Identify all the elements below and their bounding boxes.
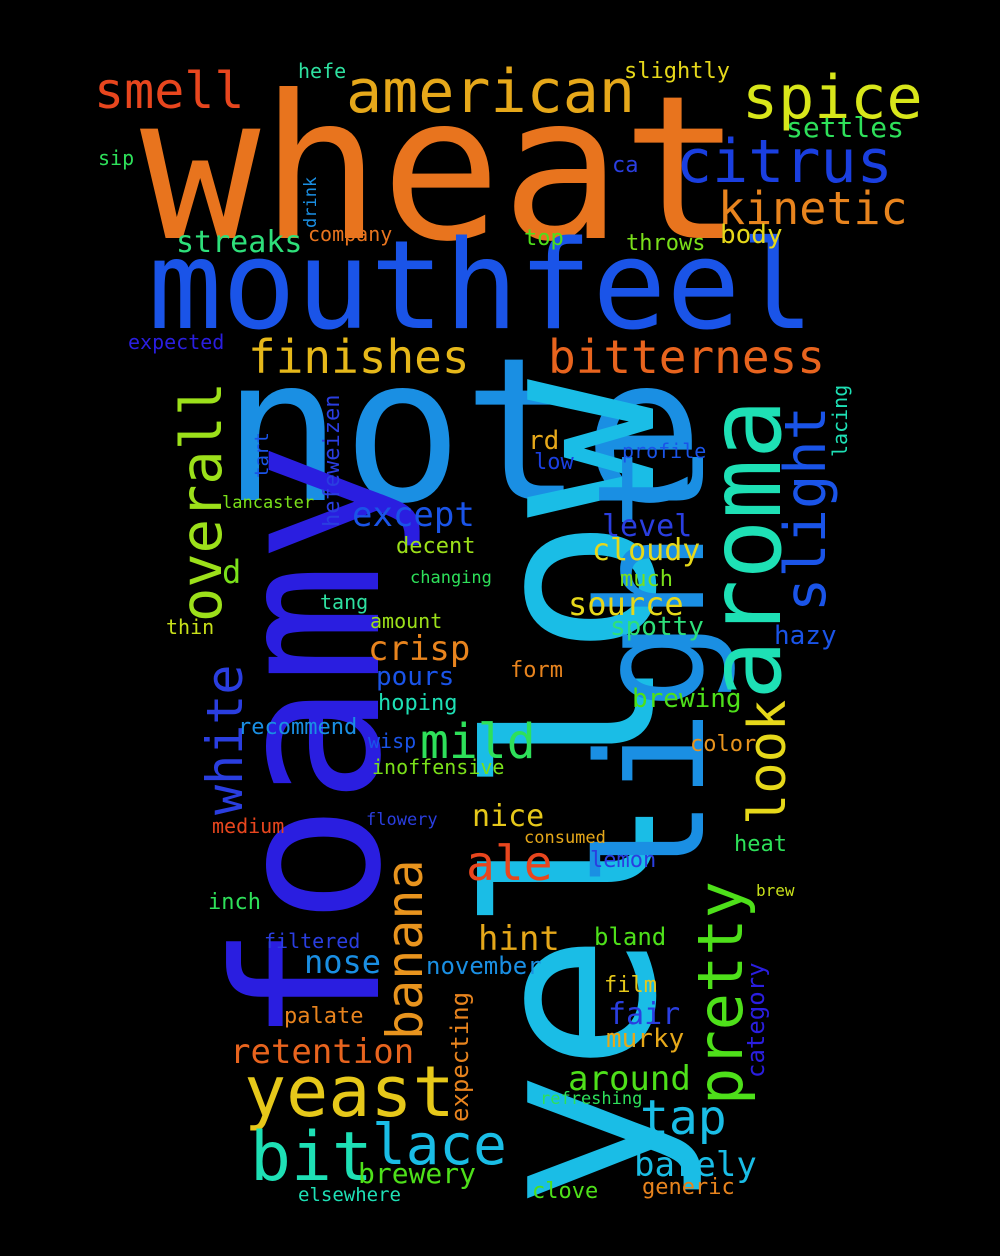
word-heat: heat [734,832,787,857]
word-medium: medium [212,814,285,838]
word-american: american [346,57,635,127]
word-form: form [510,658,563,683]
word-tart: tart [251,432,273,478]
word-throws: throws [626,231,706,256]
word-inch: inch [208,890,261,915]
word-d: d [222,553,242,591]
word-banana: banana [376,859,434,1040]
word-hint: hint [478,919,560,959]
word-nice: nice [472,799,545,834]
word-nose: nose [304,943,382,981]
word-palate: palate [284,1004,364,1029]
word-refreshing: refreshing [540,1089,643,1109]
word-generic: generic [642,1175,735,1200]
word-changing: changing [410,568,492,588]
word-thin: thin [166,615,215,639]
word-filtered: filtered [264,929,361,953]
word-film: film [604,973,657,998]
word-flowery: flowery [366,810,438,830]
word-source: source [568,585,684,623]
word-ale: ale [466,836,553,892]
word-hoping: hoping [378,691,458,716]
word-level: level [602,509,693,544]
word-wheat: wheat [140,53,743,286]
word-bitterness: bitterness [548,330,825,384]
word-pours: pours [376,662,455,692]
word-inoffensive: inoffensive [372,755,505,779]
word-streaks: streaks [176,225,303,260]
word-hefe: hefe [298,59,347,83]
word-mild: mild [420,714,536,770]
word-around: around [568,1059,691,1099]
word-lace: lace [372,1113,507,1178]
word-profile: profile [622,439,707,463]
word-brewery: brewery [358,1157,477,1190]
word-elsewhere: elsewhere [298,1184,401,1206]
word-cloudy: cloudy [592,533,701,568]
word-decent: decent [396,534,476,559]
word-hazy: hazy [774,621,837,651]
word-recommend: recommend [238,715,358,740]
word-retention: retention [230,1032,415,1072]
word-note: note [222,315,704,548]
word-settles: settles [786,111,905,144]
word-spotty: spotty [610,612,704,642]
word-citrus: citrus [676,127,893,197]
word-low: low [534,450,574,475]
word-wisp: wisp [368,729,417,753]
word-smell: smell [94,62,245,120]
word-fair: fair [608,997,681,1032]
word-slightly: slightly [624,59,730,84]
word-tap: tap [640,1090,727,1146]
word-consumed: consumed [524,828,606,848]
word-spice: spice [742,63,923,133]
word-bit: bit [250,1118,373,1197]
word-body: body [720,220,783,250]
word-company: company [308,222,393,246]
word-much: much [620,567,673,592]
word-murky: murky [606,1024,685,1054]
word-tang: tang [320,590,369,614]
word-ca: ca [612,153,639,178]
word-top: top [524,226,564,251]
word-amount: amount [370,609,443,633]
word-rd: rd [528,426,560,456]
word-lemon: lemon [590,848,657,873]
word-mouthfeel: mouthfeel [148,215,815,358]
word-hefeweizen: hefeweizen [320,394,345,527]
word-color: color [690,732,757,757]
word-drink: drink [301,176,321,228]
word-bland: bland [594,923,667,951]
word-category: category [742,962,770,1078]
word-except: except [352,495,475,535]
word-slight: slight [773,406,839,612]
word-kinetic: kinetic [718,182,908,235]
word-barely: barely [634,1145,757,1185]
word-november: november [426,952,542,980]
word-brew: brew [756,881,795,900]
word-sip: sip [98,146,135,170]
word-expected: expected [128,330,225,354]
word-lancaster: lancaster [222,493,315,513]
word-lacing: lacing [828,384,852,457]
word-brewing: brewing [632,684,742,714]
word-crisp: crisp [368,629,471,669]
word-clove: clove [532,1179,599,1204]
word-finishes: finishes [248,330,470,384]
word-yeast: yeast [244,1051,455,1133]
word-look: look [738,699,798,825]
